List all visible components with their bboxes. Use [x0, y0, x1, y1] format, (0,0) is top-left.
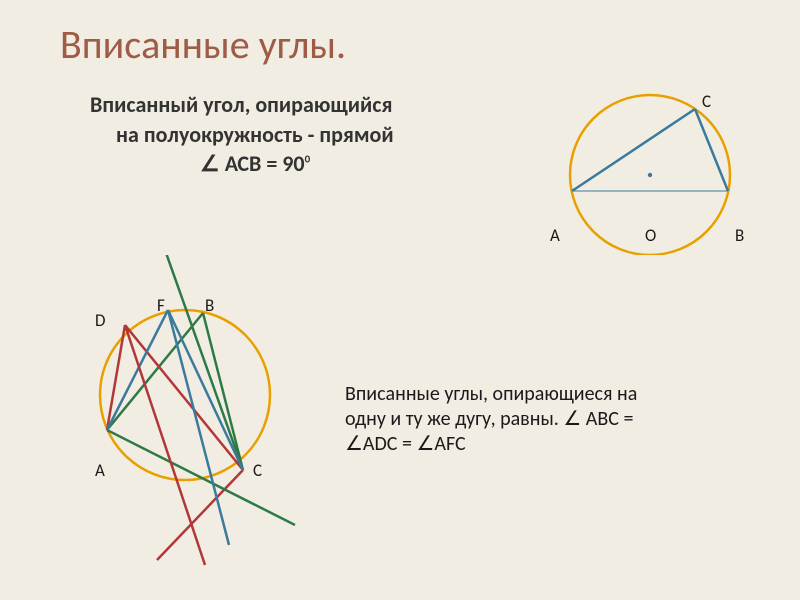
slide-title: Вписанные углы. [60, 20, 346, 69]
subtitle-line3: ∠ АСВ = 900 [90, 149, 394, 179]
point-label-O: O [645, 225, 656, 246]
point-label-C: C [253, 460, 262, 481]
diagram-semicircle-angle: A B C O [520, 75, 770, 255]
theorem-text-2: Вписанные углы, опирающиеся на одну и ту… [345, 382, 765, 457]
diagram-equal-angles: D F B A C [65, 255, 335, 565]
theorem-text-1: Вписанный угол, опирающийся на полуокруж… [90, 90, 394, 179]
point-label-B: B [735, 225, 744, 246]
point-label-A: A [550, 225, 560, 246]
diagram2-svg [65, 255, 335, 575]
point-label-A: A [95, 460, 105, 481]
point-label-F: F [157, 295, 165, 316]
subtitle-line1: Вписанный угол, опирающийся [90, 91, 392, 118]
point-label-C: C [702, 91, 711, 112]
subtitle-line2: на полуокружность - прямой [90, 120, 394, 150]
point-label-D: D [95, 310, 105, 331]
point-label-B: B [205, 295, 214, 316]
